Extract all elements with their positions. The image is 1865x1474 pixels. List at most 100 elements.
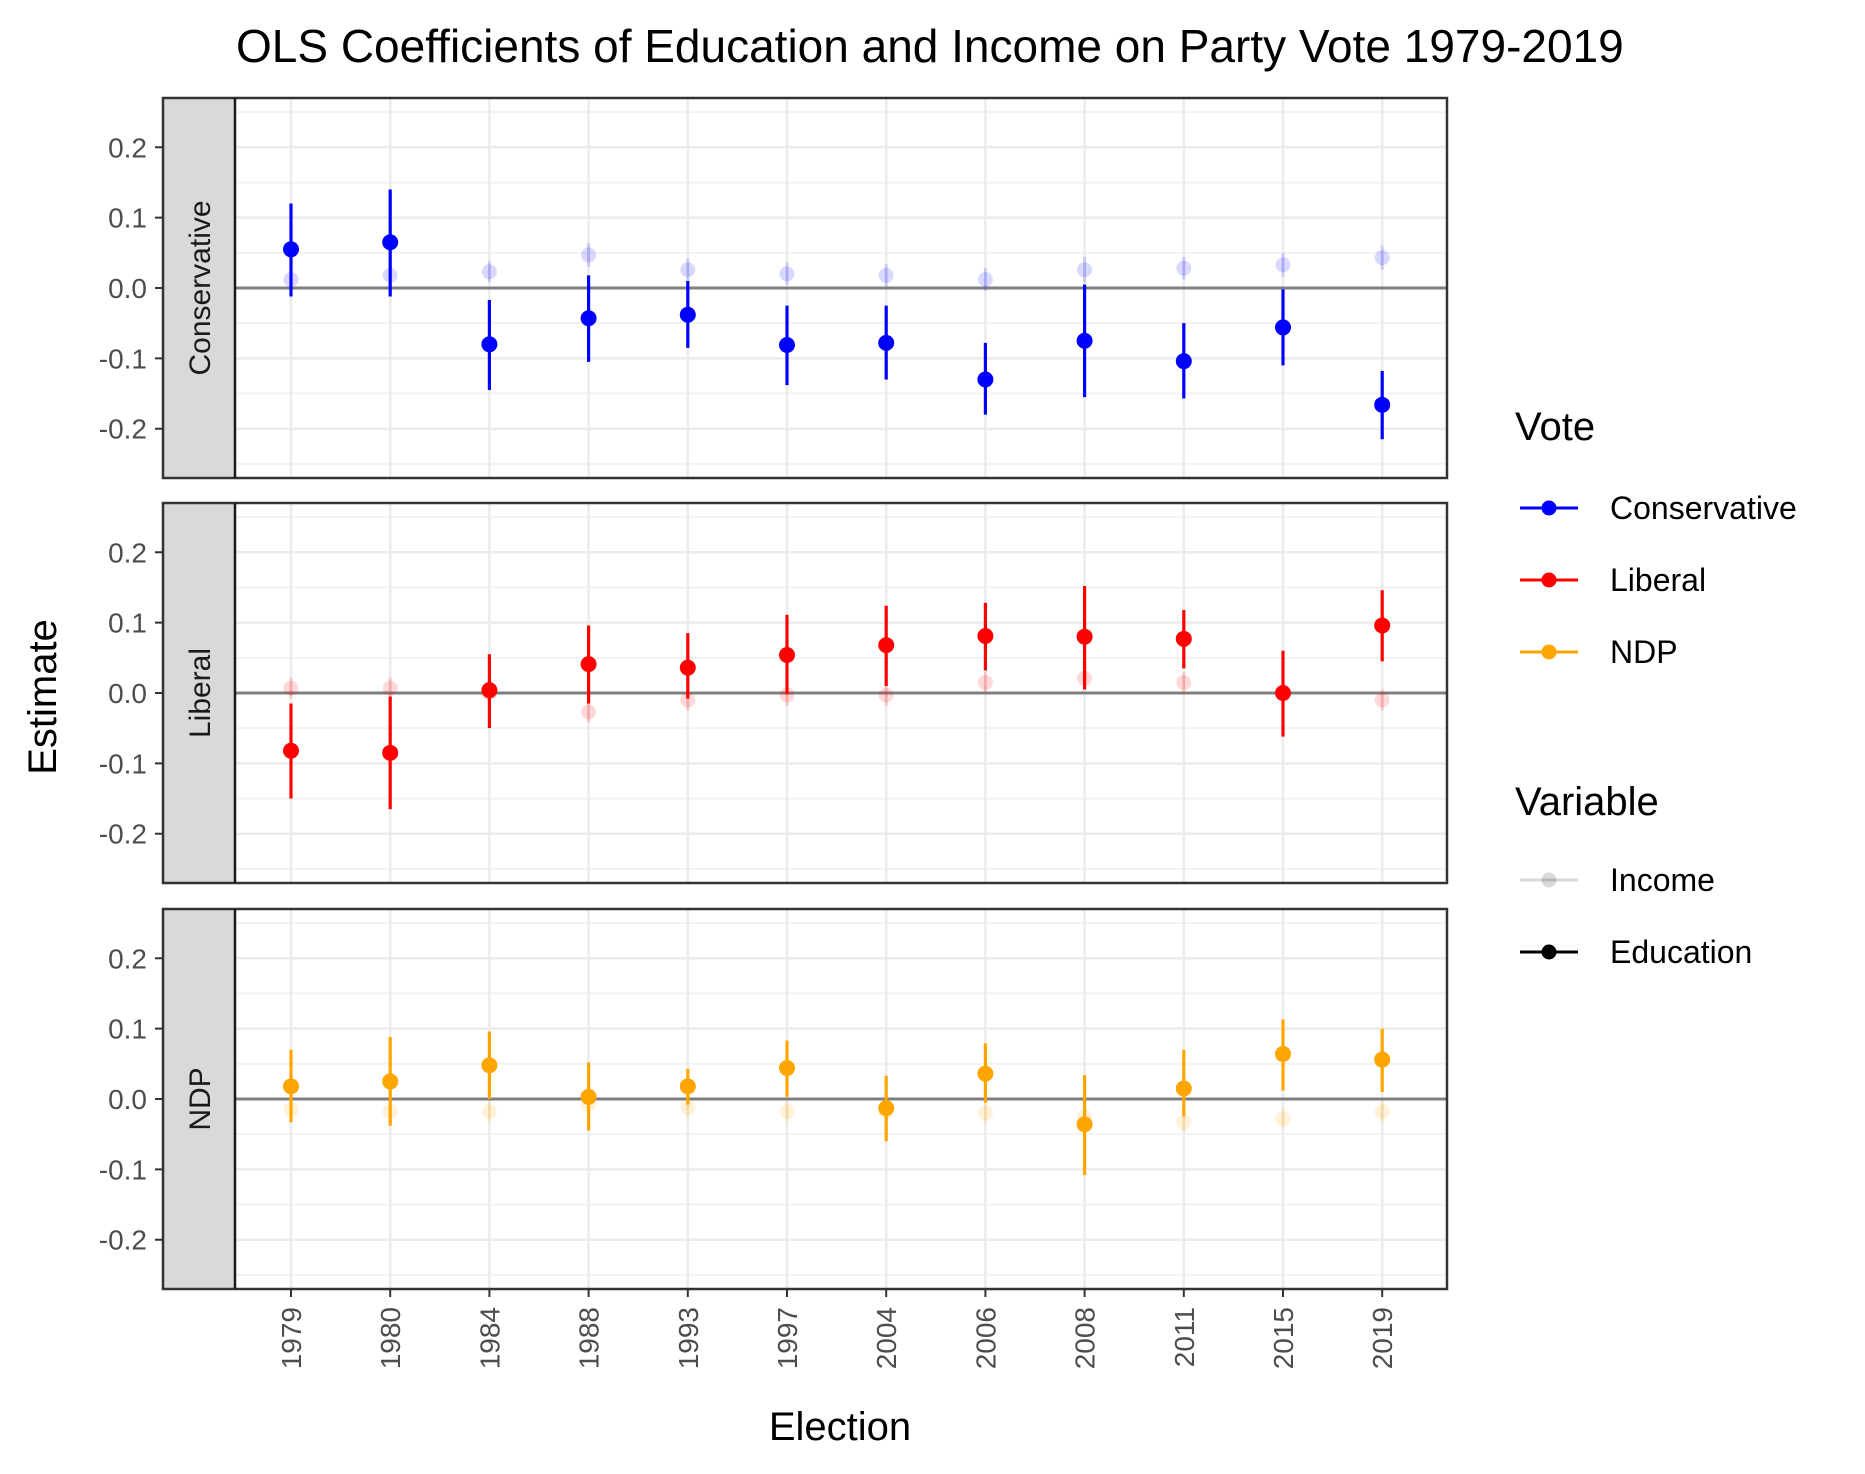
legend-item-ndp: NDP [1520,634,1678,670]
education-point [878,637,895,654]
x-axis: 1979 1980 1984 1988 1993 1997 2004 2006 2008 2011… [276,1289,1398,1369]
legend-label: Income [1610,862,1715,898]
y-tick-label: -0.1 [99,343,147,374]
education-point [878,1100,895,1117]
income-point [382,680,398,696]
income-point [680,1099,696,1115]
legend-key-point [1541,500,1557,516]
income-point [1275,1111,1291,1127]
y-tick-label: -0.2 [99,819,147,850]
x-tick-label: 2019 [1367,1307,1398,1369]
income-point [1374,692,1390,708]
y-tick-label: 0.1 [108,203,147,234]
facet-strip [162,908,236,1290]
facet-strip [162,97,236,479]
education-point [1275,685,1291,701]
education-point [679,659,696,676]
education-point [679,1078,696,1095]
income-point [1077,262,1093,278]
x-axis-title: Election [769,1405,911,1449]
education-point [977,628,994,644]
legend-label: NDP [1610,634,1678,670]
facet-label: Conservative [184,200,217,375]
y-tick-label: 0.1 [108,608,147,639]
education-point [580,1088,597,1105]
x-tick-label: 1997 [772,1307,803,1369]
x-tick-label: 1984 [474,1307,505,1369]
y-axis-title: Estimate [21,619,65,775]
legend-title-vote: Vote [1515,405,1595,449]
income-point [680,692,696,708]
education-point [382,1073,399,1090]
education-point [1076,1116,1093,1133]
income-point [481,264,497,280]
legend-title-variable: Variable [1515,780,1659,824]
x-tick-label: 1980 [375,1307,406,1369]
legend-item-liberal: Liberal [1520,562,1706,598]
income-point [1176,674,1192,690]
education-point [779,1060,795,1077]
legend-item-conservative: Conservative [1520,490,1797,526]
legend: Vote Variable Conservative Liberal NDP Inco… [1515,405,1797,970]
income-point [977,1105,993,1121]
education-point [1076,332,1093,349]
education-point [1175,1080,1192,1097]
income-point [1374,250,1390,266]
x-tick-label: 2015 [1268,1307,1299,1369]
legend-label: Conservative [1610,490,1797,526]
education-point [679,306,696,323]
income-point [977,272,993,288]
education-point [580,656,597,673]
education-point [382,744,399,761]
legend-item-education: Education [1520,934,1752,970]
income-point [1374,1104,1390,1120]
y-tick-label: 0.2 [108,132,147,163]
x-tick-label: 2004 [871,1307,902,1369]
income-point [779,687,795,703]
y-tick-label: -0.1 [99,748,147,779]
education-point [1374,617,1391,634]
income-point [878,267,894,283]
legend-key-point [1541,572,1557,588]
legend-key-point [1541,872,1557,888]
education-point [977,371,994,388]
x-tick-label: 2011 [1169,1307,1200,1367]
legend-key-point [1541,944,1557,960]
income-point [779,1104,795,1120]
income-point [283,680,299,696]
education-point [779,647,795,663]
facet-panels: Conservative 0.2 0.1 0.0 -0.1 -0.2 Liberal 0.2 0… [99,96,1449,1291]
income-point [878,687,894,703]
income-point [1176,260,1192,276]
y-tick-label: 0.0 [108,678,147,709]
education-point [283,1078,299,1095]
x-tick-label: 2006 [970,1307,1001,1369]
facet-label: NDP [184,1067,217,1130]
y-tick-label: 0.0 [108,273,147,304]
income-point [1275,257,1291,273]
education-point [481,336,498,353]
legend-item-income: Income [1520,862,1715,898]
income-point [1176,1114,1192,1130]
education-point [1374,1051,1391,1068]
legend-key-point [1541,644,1557,660]
education-point [1275,1045,1291,1062]
education-point [1374,396,1391,413]
education-point [481,682,498,699]
y-tick-label: -0.1 [99,1154,147,1185]
education-point [779,337,795,353]
y-tick-label: 0.0 [108,1084,147,1115]
education-point [580,310,597,327]
income-point [581,247,597,263]
education-point [977,1065,994,1082]
income-point [680,262,696,278]
panel-liberal: Liberal 0.2 0.1 0.0 -0.1 -0.2 [99,501,1449,885]
income-point [977,674,993,690]
legend-label: Liberal [1610,562,1706,598]
chart-title: OLS Coefficients of Education and Income… [236,20,1624,72]
panel-ndp: NDP 0.2 0.1 0.0 -0.1 -0.2 [99,907,1449,1291]
education-point [283,742,299,759]
income-point [779,266,795,282]
education-point [1275,319,1291,336]
income-point [581,704,597,720]
